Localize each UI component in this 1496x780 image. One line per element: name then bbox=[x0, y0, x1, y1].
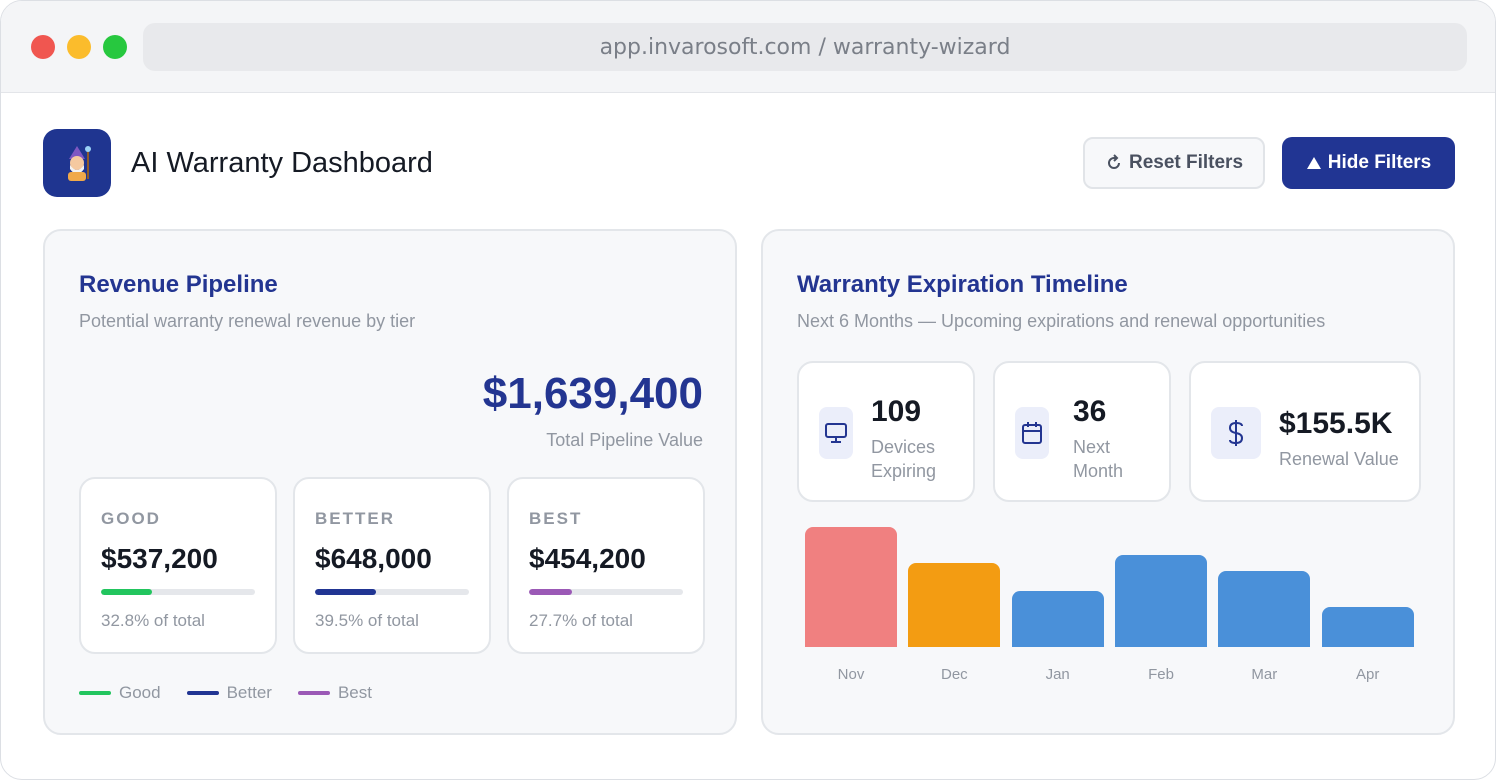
bar-label-nov: Nov bbox=[837, 666, 865, 683]
tier-percent: 27.7% of total bbox=[529, 611, 633, 630]
tier-value: $537,200 bbox=[101, 543, 218, 574]
stat-label: Devices Expiring bbox=[871, 437, 937, 481]
tier-progress-fill bbox=[529, 589, 572, 595]
bar-label-mar: Mar bbox=[1251, 666, 1278, 683]
close-window-button[interactable] bbox=[31, 35, 55, 59]
bar-jan[interactable] bbox=[1011, 591, 1104, 647]
revenue-pipeline-subtitle: Potential warranty renewal revenue by ti… bbox=[79, 311, 416, 331]
revenue-pipeline-title: Revenue Pipeline bbox=[79, 271, 278, 298]
tier-card-best: BEST $454,200 27.7% of total bbox=[507, 477, 705, 654]
wizard-icon bbox=[43, 129, 111, 197]
tier-card-better: BETTER $648,000 39.5% of total bbox=[293, 477, 491, 654]
tier-value: $648,000 bbox=[315, 543, 432, 574]
hide-filters-button[interactable]: Hide Filters bbox=[1282, 137, 1455, 189]
legend-label: Good bbox=[119, 683, 161, 702]
tier-percent: 39.5% of total bbox=[315, 611, 419, 630]
tier-legend: Good Better Best bbox=[79, 683, 372, 703]
bar-nov[interactable] bbox=[805, 527, 897, 647]
stat-value: 109 bbox=[871, 395, 922, 428]
bar-apr[interactable] bbox=[1321, 607, 1414, 647]
bar-label-dec: Dec bbox=[940, 666, 968, 683]
tier-name: BEST bbox=[529, 509, 583, 528]
expiration-bar-chart: Nov Dec Jan Feb Mar Apr bbox=[803, 523, 1423, 683]
legend-label: Better bbox=[226, 683, 272, 702]
tier-value: $454,200 bbox=[529, 543, 646, 574]
tier-card-good: GOOD $537,200 32.8% of total bbox=[79, 477, 277, 654]
total-pipeline-label: Total Pipeline Value bbox=[546, 430, 703, 450]
dollar-icon bbox=[1211, 407, 1261, 459]
triangle-up-icon bbox=[1306, 157, 1321, 169]
tier-progress-track bbox=[315, 589, 469, 595]
stat-label: Renewal Value bbox=[1279, 449, 1399, 469]
total-pipeline-value: $1,639,400 bbox=[482, 369, 703, 418]
tier-percent: 32.8% of total bbox=[101, 611, 205, 630]
legend-item-best: Best bbox=[297, 683, 372, 703]
reset-filters-button[interactable]: Reset Filters bbox=[1083, 137, 1265, 189]
expiration-timeline-subtitle: Next 6 Months — Upcoming expirations and… bbox=[797, 311, 1326, 331]
stat-value: $155.5K bbox=[1279, 407, 1393, 440]
legend-swatch bbox=[297, 691, 330, 695]
legend-item-better: Better bbox=[186, 683, 272, 703]
bar-label-jan: Jan bbox=[1045, 666, 1070, 683]
stat-value: 36 bbox=[1073, 395, 1107, 428]
reset-filters-label: Reset Filters bbox=[1128, 152, 1244, 173]
legend-swatch bbox=[186, 691, 219, 695]
bar-label-feb: Feb bbox=[1148, 666, 1174, 683]
tier-progress-track bbox=[529, 589, 683, 595]
reset-icon bbox=[1108, 154, 1120, 169]
legend-label: Best bbox=[337, 683, 372, 702]
legend-item-good: Good bbox=[79, 683, 161, 703]
tier-progress-fill bbox=[101, 589, 152, 595]
calendar-icon bbox=[1015, 407, 1049, 459]
page-title: AI Warranty Dashboard bbox=[131, 147, 433, 179]
hide-filters-label: Hide Filters bbox=[1327, 152, 1432, 173]
tier-name: BETTER bbox=[315, 509, 395, 528]
address-bar[interactable]: app.invarosoft.com / warranty-wizard bbox=[143, 23, 1467, 71]
tier-name: GOOD bbox=[101, 509, 161, 528]
monitor-icon bbox=[819, 407, 853, 459]
stat-card-renewal-value: $155.5K Renewal Value bbox=[1189, 361, 1421, 502]
bar-mar[interactable] bbox=[1218, 571, 1311, 647]
tier-progress-track bbox=[101, 589, 255, 595]
bar-dec[interactable] bbox=[908, 563, 1001, 647]
stat-card-devices: 109 Devices Expiring bbox=[797, 361, 975, 502]
expiration-timeline-panel: Warranty Expiration Timeline Next 6 Mont… bbox=[761, 229, 1455, 735]
maximize-window-button[interactable] bbox=[103, 35, 127, 59]
minimize-window-button[interactable] bbox=[67, 35, 91, 59]
bar-label-apr: Apr bbox=[1355, 666, 1380, 683]
tier-progress-fill bbox=[315, 589, 376, 595]
stat-label: Next Month bbox=[1073, 437, 1124, 481]
stat-card-next-month: 36 Next Month bbox=[993, 361, 1171, 502]
browser-titlebar: app.invarosoft.com / warranty-wizard bbox=[1, 1, 1495, 93]
legend-swatch bbox=[79, 691, 111, 695]
bar-feb[interactable] bbox=[1115, 555, 1207, 647]
revenue-pipeline-panel: Revenue Pipeline Potential warranty rene… bbox=[43, 229, 737, 735]
expiration-timeline-title: Warranty Expiration Timeline bbox=[797, 271, 1128, 298]
